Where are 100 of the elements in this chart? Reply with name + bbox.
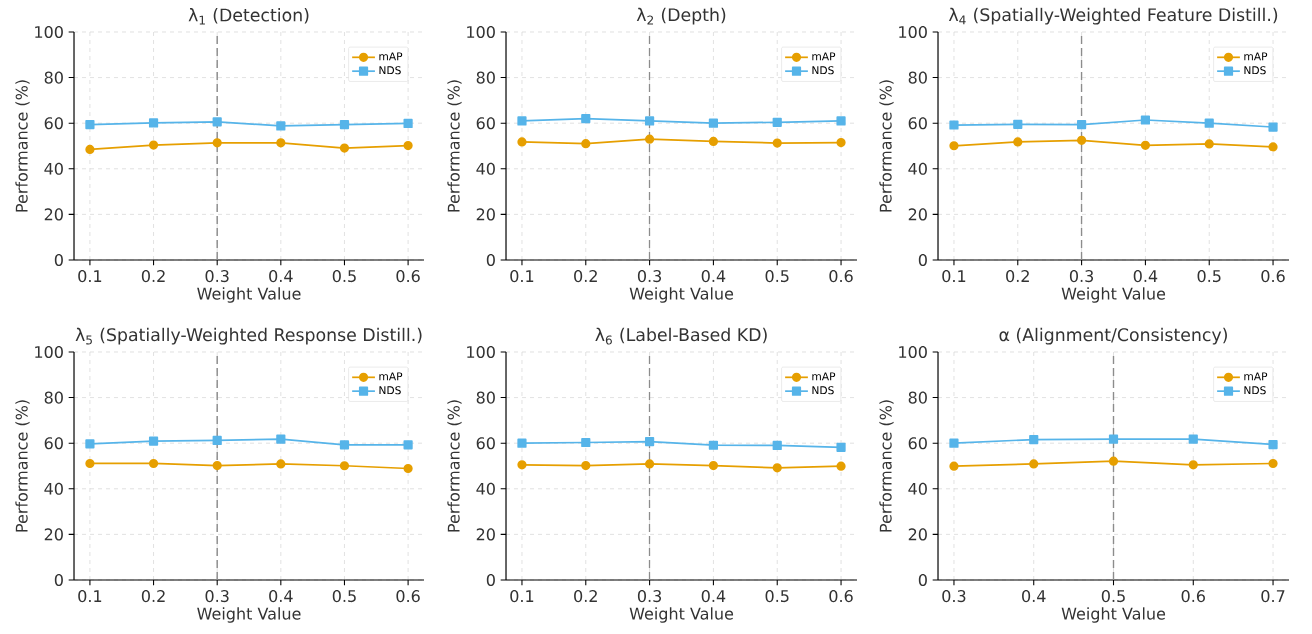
y-tick-label: 80 [44,71,63,84]
point [708,136,719,147]
y-axis-title: Performance (%) [447,400,462,532]
chart-title: λ$_{2}$ (Depth) [636,7,726,25]
x-axis-title: Weight Value [1061,287,1166,303]
x-tick-label: 0.4 [701,270,726,283]
point [85,439,95,449]
point [1013,137,1023,147]
point [517,116,527,126]
point [581,139,591,149]
point [339,119,350,130]
x-tick-label: 0.3 [637,590,662,603]
x-tick-label: 0.2 [141,590,165,603]
x-tick-label: 0.5 [332,270,356,283]
legend-label: NDS [812,66,834,75]
point [581,460,591,471]
x-tick-label: 0.1 [78,590,102,603]
point [1204,139,1214,149]
y-axis-title: Performance (%) [15,400,30,532]
legend-label: mAP [812,52,836,61]
y-axis-title: Performance (%) [15,80,30,212]
x-tick-label: 0.6 [396,270,420,283]
x-tick-label: 0.4 [269,270,293,283]
x-axis-title: Weight Value [197,607,301,623]
y-tick-label: 100 [35,25,63,39]
x-tick-label: 0.5 [332,590,356,603]
x-tick-label: 0.3 [205,270,229,283]
point [581,437,591,448]
point [772,138,782,148]
point [276,434,286,444]
x-tick-label: 0.6 [1181,590,1205,603]
x-tick-label: 0.3 [637,270,662,283]
y-tick-label: 20 [908,208,927,221]
legend-label: NDS [379,386,401,395]
y-tick-label: 20 [44,528,63,541]
legend-label: NDS [1244,66,1266,75]
point [581,114,591,124]
point [276,459,286,469]
x-tick-label: 0.2 [574,590,597,603]
legend-label: NDS [812,386,834,395]
point [949,461,959,471]
legend-label: mAP [379,372,403,381]
y-tick-label: 80 [476,71,495,84]
y-tick-label: 20 [476,208,495,221]
y-tick-label: 0 [918,573,927,587]
y-tick-label: 40 [44,482,63,495]
y-tick-label: 0 [54,573,63,587]
x-tick-label: 0.5 [1197,270,1221,283]
point [1140,115,1151,125]
chart-title: λ$_{5}$ (Spatially-Weighted Response Distill.) [75,327,422,345]
y-tick-label: 60 [44,117,63,130]
y-tick-label: 40 [908,162,927,175]
point [1108,434,1119,444]
point [708,118,719,128]
point [644,116,655,126]
point [517,460,527,470]
chart-title: α (Alignment/Consistency) [999,327,1227,345]
x-tick-label: 0.6 [1261,270,1285,283]
y-tick-label: 40 [908,482,927,495]
point [1013,119,1023,129]
point [836,461,846,471]
point [836,442,846,452]
point [949,141,959,151]
y-axis-title: Performance (%) [879,80,894,212]
legend-label: NDS [379,66,401,75]
point [403,140,413,151]
y-tick-label: 0 [54,253,63,267]
point [85,144,95,155]
x-tick-label: 0.2 [141,270,165,283]
point [148,458,159,469]
y-tick-label: 0 [918,253,927,267]
y-tick-label: 80 [908,71,927,84]
point [148,436,159,446]
point [148,140,159,150]
x-tick-label: 0.4 [1022,590,1046,603]
point [836,116,846,126]
point [276,138,286,148]
x-tick-label: 0.4 [1133,270,1158,283]
x-tick-label: 0.3 [205,590,229,603]
point [1029,459,1039,469]
legend-label: mAP [379,52,403,61]
point [85,119,95,130]
y-axis-title: Performance (%) [879,400,894,532]
x-tick-label: 0.5 [765,270,789,283]
point [1268,142,1278,152]
point [772,117,782,127]
point [1140,140,1151,150]
point [403,118,413,129]
y-tick-label: 0 [486,573,495,587]
y-tick-label: 60 [908,117,927,130]
y-axis-title: Performance (%) [447,80,462,212]
point [644,459,655,469]
point [403,440,413,450]
point [836,137,846,148]
point [1076,119,1087,130]
point [517,438,527,448]
y-tick-label: 100 [467,345,495,359]
x-tick-label: 0.5 [765,590,789,603]
point [403,463,413,474]
y-tick-label: 60 [476,437,495,450]
